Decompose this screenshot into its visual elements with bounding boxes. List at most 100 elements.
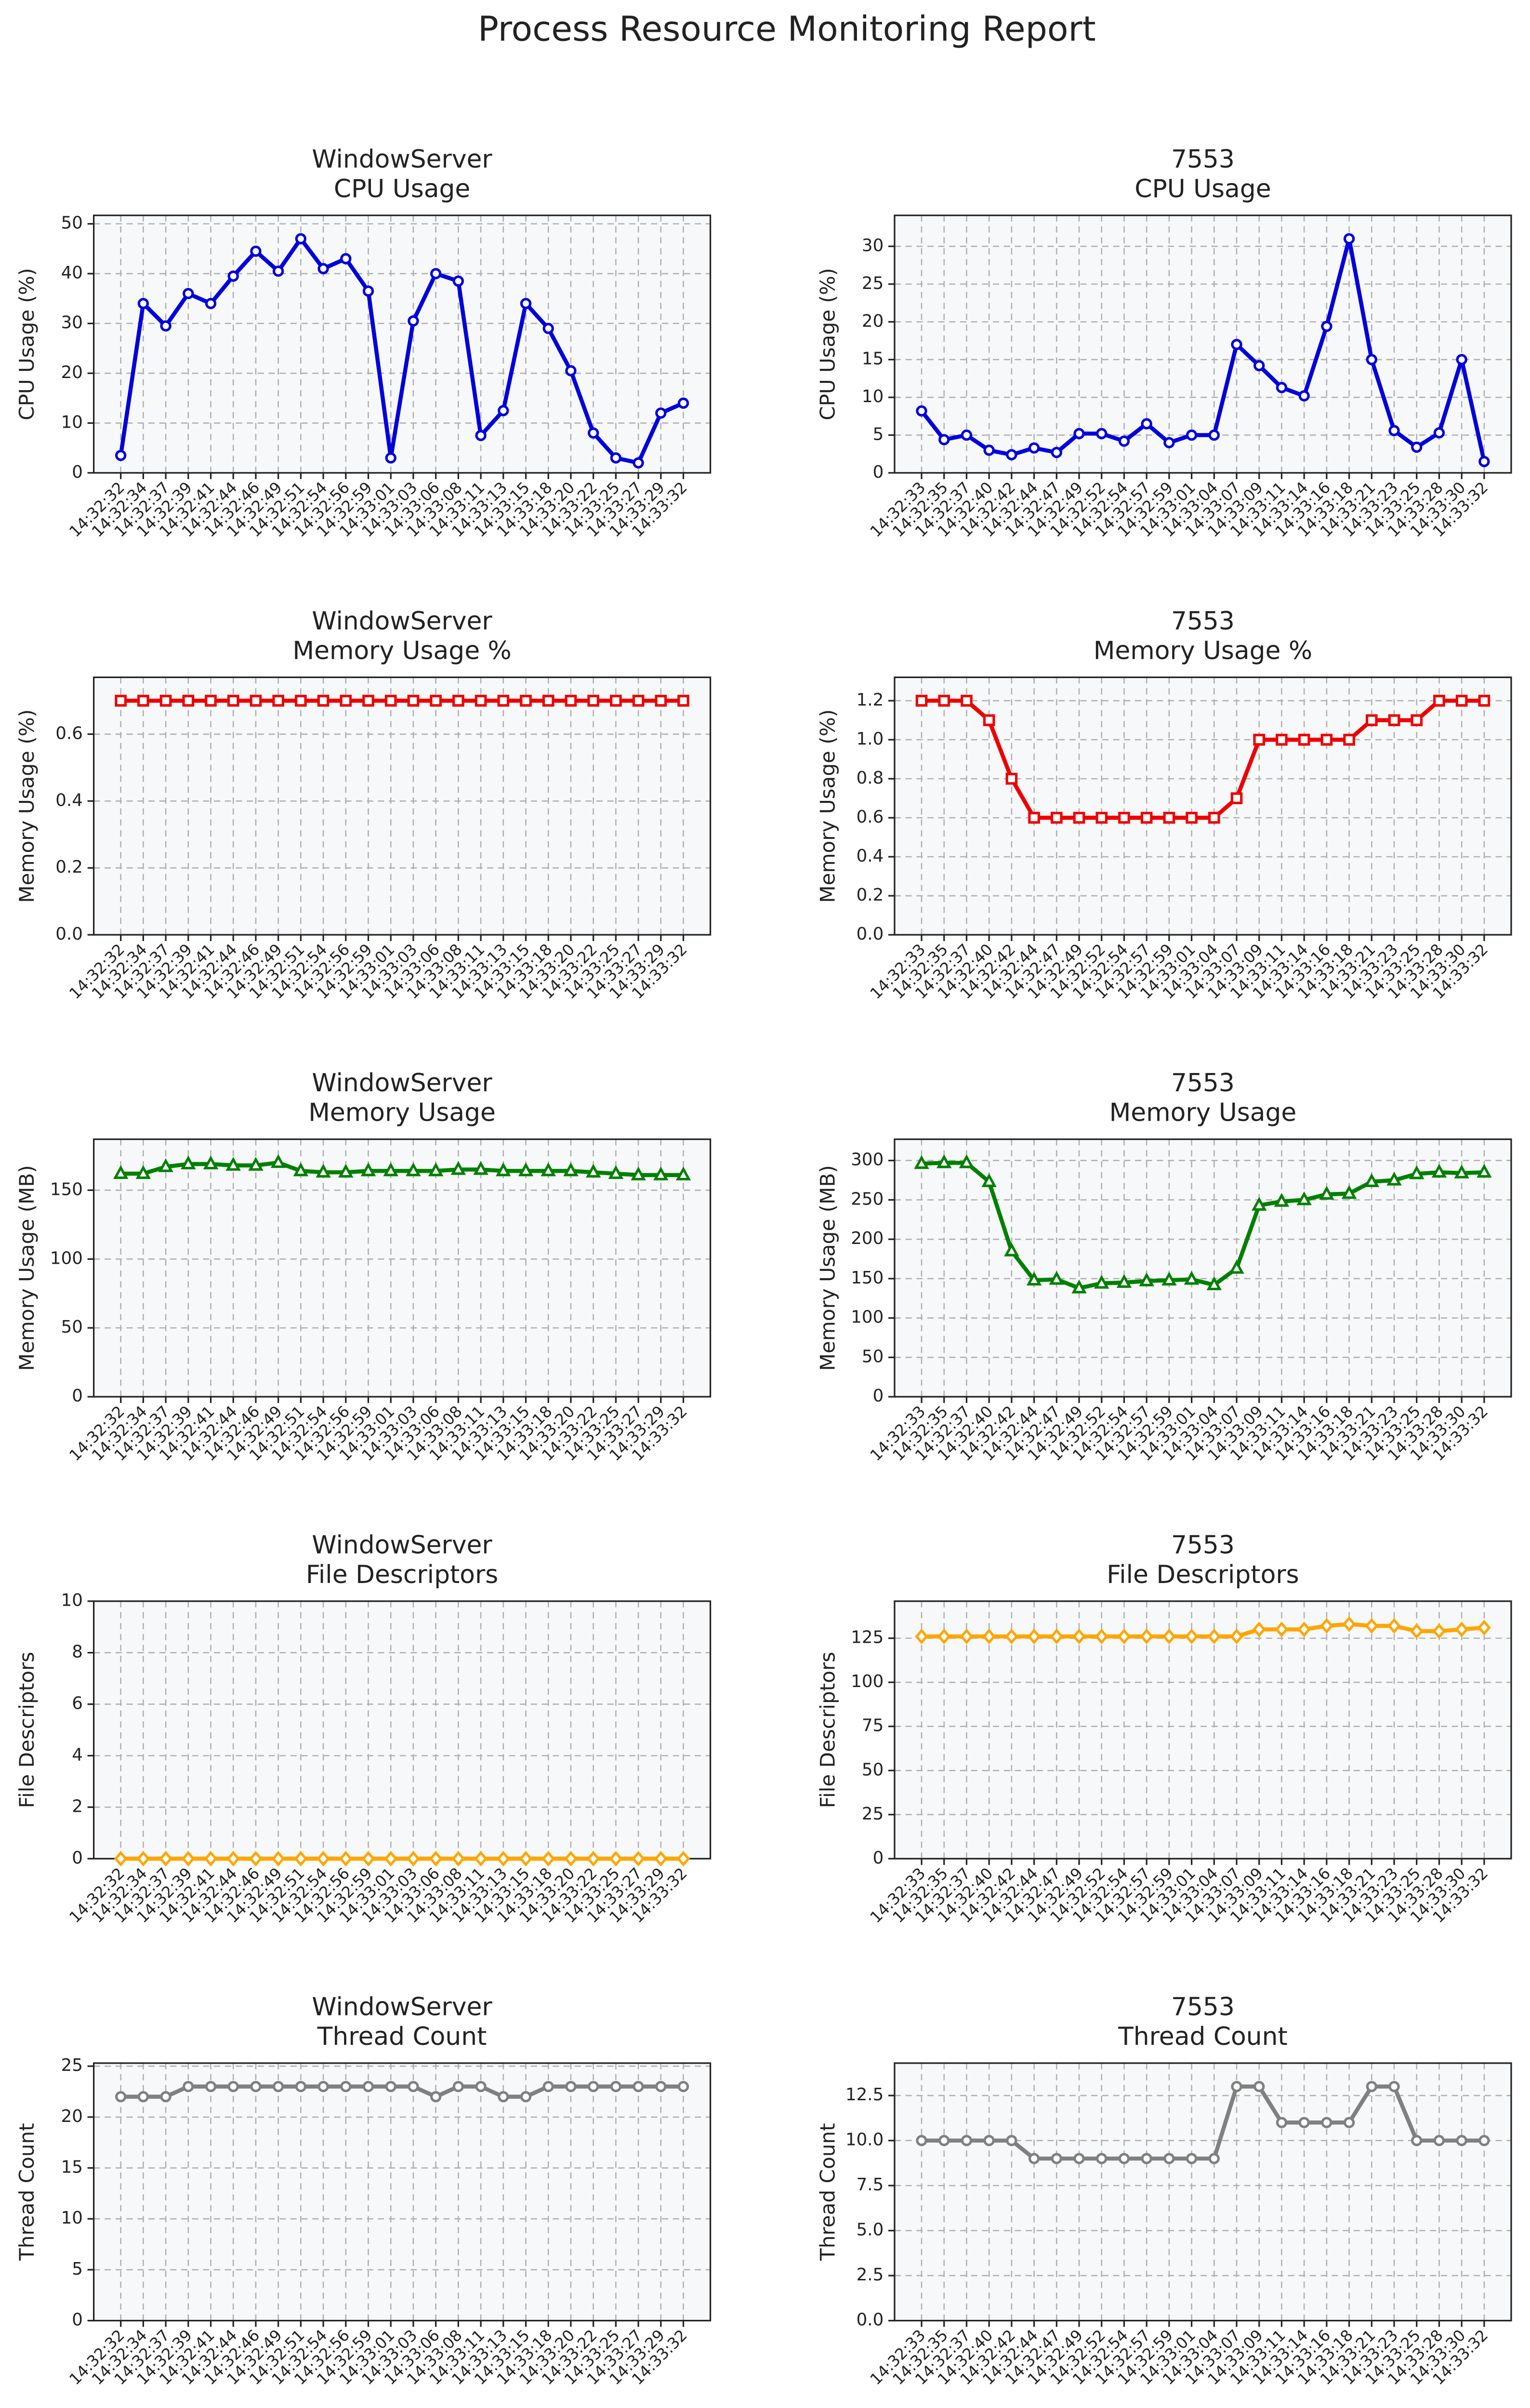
marker bbox=[1208, 2153, 1220, 2164]
plot-area bbox=[894, 1601, 1511, 1859]
marker bbox=[914, 1155, 929, 1169]
marker bbox=[587, 694, 599, 707]
marker bbox=[250, 2081, 262, 2093]
marker bbox=[1186, 811, 1198, 824]
marker bbox=[655, 694, 667, 707]
marker bbox=[1118, 435, 1130, 447]
marker bbox=[1050, 811, 1063, 824]
y-axis-label: CPU Usage (%) bbox=[15, 268, 39, 420]
marker bbox=[1343, 2117, 1355, 2128]
marker bbox=[1050, 1628, 1064, 1645]
marker bbox=[473, 1161, 488, 1175]
marker bbox=[271, 1851, 285, 1867]
y-tick-label: 20 bbox=[862, 311, 884, 331]
y-tick-label: 0 bbox=[72, 462, 83, 482]
marker bbox=[542, 694, 554, 707]
marker bbox=[1409, 1165, 1424, 1179]
marker bbox=[1117, 1628, 1131, 1645]
marker bbox=[1411, 2134, 1423, 2146]
marker bbox=[1456, 353, 1467, 366]
marker bbox=[1163, 811, 1175, 824]
marker bbox=[565, 365, 577, 377]
marker bbox=[1140, 1628, 1153, 1645]
marker bbox=[1253, 2081, 1265, 2093]
marker bbox=[1343, 233, 1355, 245]
chart-title: WindowServer bbox=[312, 145, 492, 174]
marker bbox=[983, 2134, 995, 2146]
marker bbox=[1071, 1279, 1087, 1294]
y-axis-label: Memory Usage (%) bbox=[816, 709, 839, 903]
chart-title: Thread Count bbox=[317, 2022, 487, 2051]
marker bbox=[407, 694, 420, 707]
marker bbox=[654, 1851, 668, 1867]
marker bbox=[1004, 1243, 1019, 1256]
marker bbox=[1005, 1628, 1018, 1645]
marker bbox=[1094, 1275, 1109, 1289]
marker bbox=[520, 2091, 532, 2103]
marker bbox=[340, 694, 352, 707]
marker bbox=[248, 1157, 264, 1171]
y-tick-label: 200 bbox=[851, 1229, 884, 1248]
marker bbox=[1477, 1620, 1491, 1636]
y-tick-label: 15 bbox=[61, 2158, 83, 2177]
y-tick-label: 25 bbox=[862, 274, 884, 293]
axes-frame bbox=[894, 214, 1512, 474]
y-tick-label: 0.0 bbox=[857, 2310, 884, 2330]
y-tick-label: 5 bbox=[873, 424, 884, 444]
chart-title: 7553 bbox=[1171, 145, 1235, 174]
y-tick-label: 1.0 bbox=[857, 729, 884, 749]
y-tick-label: 7.5 bbox=[857, 2175, 884, 2195]
marker bbox=[115, 694, 127, 707]
marker bbox=[1388, 2081, 1400, 2093]
marker bbox=[1321, 321, 1332, 332]
marker bbox=[1252, 1197, 1267, 1211]
plot-area bbox=[894, 215, 1511, 473]
marker bbox=[272, 2081, 284, 2093]
marker bbox=[360, 1162, 376, 1177]
y-axis-label: CPU Usage (%) bbox=[816, 268, 839, 420]
y-tick-label: 0.2 bbox=[857, 885, 884, 905]
marker bbox=[585, 1164, 601, 1178]
marker bbox=[428, 1162, 444, 1177]
marker bbox=[1206, 1276, 1222, 1291]
marker bbox=[1026, 1271, 1042, 1286]
marker bbox=[429, 1851, 443, 1867]
marker bbox=[564, 1851, 578, 1867]
y-axis-label: File Descriptors bbox=[816, 1652, 839, 1808]
marker bbox=[115, 2091, 127, 2103]
marker bbox=[541, 1851, 555, 1867]
marker bbox=[610, 694, 622, 707]
marker bbox=[632, 694, 645, 707]
marker bbox=[1342, 1616, 1356, 1632]
marker bbox=[610, 2081, 622, 2093]
chart-title: WindowServer bbox=[312, 607, 492, 636]
marker bbox=[563, 1162, 579, 1177]
marker bbox=[1140, 811, 1153, 824]
y-tick-label: 50 bbox=[61, 213, 83, 233]
marker bbox=[1141, 2153, 1152, 2164]
plot-area bbox=[894, 2063, 1511, 2321]
marker bbox=[452, 2081, 464, 2093]
marker bbox=[496, 1162, 511, 1177]
marker bbox=[586, 1851, 600, 1867]
marker bbox=[452, 275, 464, 287]
marker bbox=[1141, 418, 1152, 430]
marker bbox=[1411, 714, 1423, 726]
y-tick-label: 0.4 bbox=[55, 790, 83, 810]
marker bbox=[1319, 1186, 1334, 1200]
marker bbox=[362, 285, 374, 297]
y-tick-label: 10.0 bbox=[845, 2130, 884, 2150]
y-tick-label: 0.4 bbox=[857, 846, 884, 866]
marker bbox=[1027, 1628, 1041, 1645]
figure-title: Process Resource Monitoring Report bbox=[478, 9, 1096, 49]
marker bbox=[1478, 2134, 1490, 2146]
marker bbox=[916, 405, 927, 417]
marker bbox=[1410, 1623, 1424, 1639]
marker bbox=[1388, 425, 1400, 436]
marker bbox=[653, 1166, 669, 1180]
marker bbox=[1161, 1271, 1177, 1286]
marker bbox=[609, 1851, 623, 1867]
y-axis-label: Memory Usage (MB) bbox=[15, 1165, 39, 1371]
y-tick-label: 10 bbox=[61, 1591, 83, 1610]
marker bbox=[159, 694, 172, 707]
